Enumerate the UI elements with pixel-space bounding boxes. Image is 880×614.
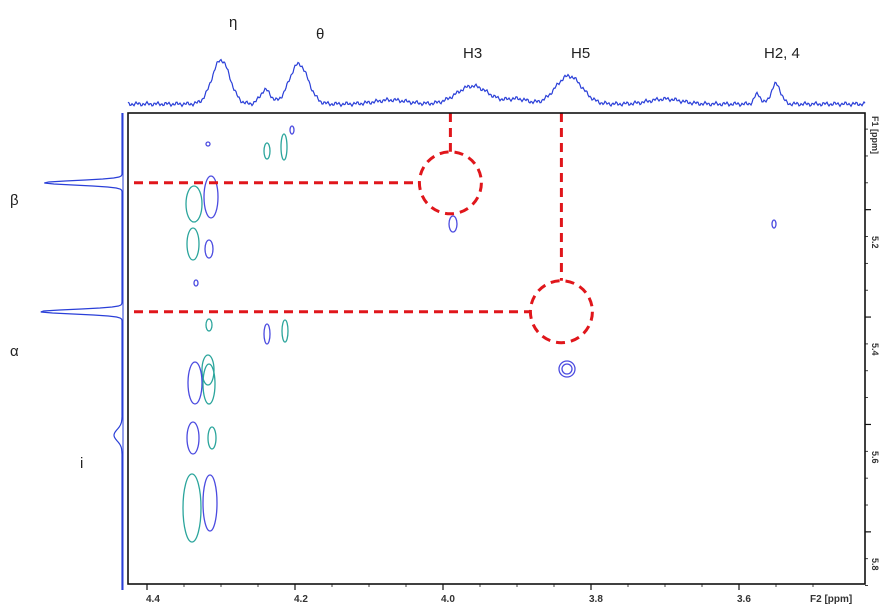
contour-peak: [202, 363, 216, 405]
peak-label-h2-4: H2, 4: [764, 45, 800, 62]
y-tick-label-5-8: 5.8: [870, 558, 880, 571]
highlight-layer: [134, 113, 594, 345]
contour-peak: [558, 360, 576, 378]
contour-peak: [182, 473, 202, 543]
top-projection-trace: [127, 58, 866, 108]
x-tick-label-4-2: 4.2: [294, 594, 308, 605]
peak-label-h3: H3: [463, 45, 483, 62]
contour-peak: [193, 279, 199, 287]
x-tick-label-3-8: 3.8: [589, 594, 603, 605]
contour-peak: [281, 319, 289, 343]
x-tick-label-4-0: 4.0: [441, 594, 455, 605]
contour-peak: [202, 474, 218, 532]
contour-peak: [187, 361, 203, 405]
highlight-circle: [417, 150, 483, 216]
contour-peak: [280, 133, 288, 161]
peak-label-alpha: α: [10, 343, 19, 360]
contour-peak: [263, 323, 271, 345]
contour-peak: [205, 141, 211, 147]
contour-peak: [185, 185, 203, 223]
plot-frame: [127, 112, 866, 585]
x-tick-label-3-6: 3.6: [737, 594, 751, 605]
contour-peak: [205, 318, 213, 332]
peak-label-i: i: [80, 455, 84, 472]
contour-peak: [201, 354, 215, 386]
x-axis-label: F2 [ppm]: [810, 594, 853, 605]
contour-layer: [182, 125, 777, 543]
peak-label-eta: η: [229, 14, 238, 31]
contour-peak: [186, 421, 200, 455]
contour-peak: [207, 426, 217, 450]
peak-label-theta: θ: [316, 26, 325, 43]
x-tick-label-4-4: 4.4: [146, 594, 160, 605]
peak-label-h5: H5: [571, 45, 591, 62]
contour-peak: [448, 215, 458, 233]
left-projection-trace: [40, 113, 123, 590]
contour-peak: [263, 142, 271, 160]
contour-peak: [771, 219, 777, 229]
contour-peak: [289, 125, 295, 135]
contour-peak: [186, 227, 200, 261]
peak-label-beta: β: [10, 192, 19, 209]
contour-peak: [203, 175, 219, 219]
highlight-circle: [528, 279, 594, 345]
contour-peak: [561, 363, 573, 375]
contour-peak: [204, 239, 214, 259]
y-tick-label-5-6: 5.6: [870, 451, 880, 464]
y-axis-label: F1 [ppm]: [870, 116, 880, 154]
y-tick-label-5-4: 5.4: [870, 343, 880, 356]
tick-layer: [146, 128, 871, 590]
y-tick-label-5-2: 5.2: [870, 236, 880, 249]
